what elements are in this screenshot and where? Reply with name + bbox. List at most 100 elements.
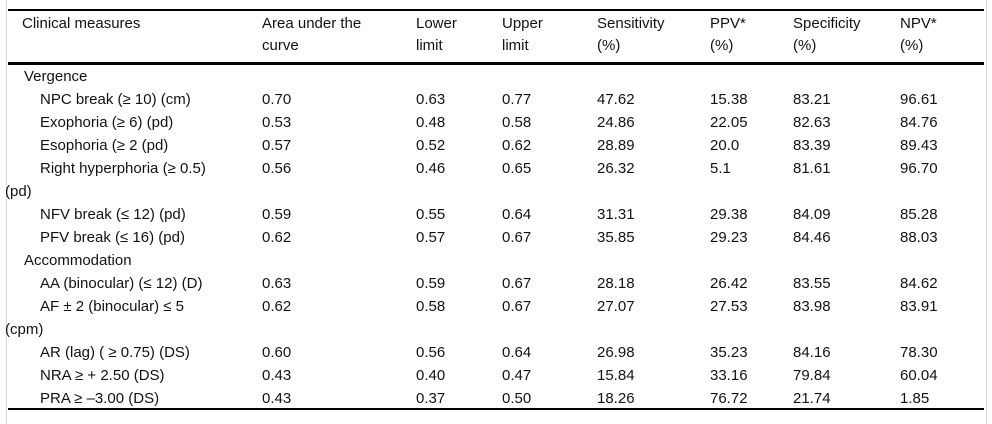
measure-label-cell: AR (lag) ( ≥ 0.75) (DS) bbox=[8, 341, 262, 364]
value-cell: 0.50 bbox=[502, 390, 532, 407]
value-cell: 0.56 bbox=[416, 344, 446, 361]
value-cell: 15.38 bbox=[710, 91, 748, 108]
value-cell: 0.40 bbox=[416, 367, 446, 384]
value-cell: 60.04 bbox=[900, 367, 938, 384]
value-cell: 82.63 bbox=[793, 114, 831, 131]
column-header-line: (%) bbox=[900, 37, 924, 54]
value-cell: 84.62 bbox=[900, 275, 938, 292]
column-header-line: Specificity bbox=[793, 15, 861, 32]
column-header-line: (%) bbox=[793, 37, 817, 54]
value-cell: 85.28 bbox=[900, 206, 938, 223]
table-row: Esophoria (≥ 2 (pd) 0.57 0.52 0.62 28.89… bbox=[8, 134, 984, 157]
column-header-lower-limit: Lower limit bbox=[416, 13, 502, 57]
value-cell: 0.57 bbox=[416, 229, 446, 246]
value-cell: 0.70 bbox=[262, 91, 292, 108]
measure-label-cell: NPC break (≥ 10) (cm) bbox=[8, 88, 262, 111]
measure-label: AR (lag) ( ≥ 0.75) (DS) bbox=[40, 344, 190, 361]
measure-label-cell: NRA ≥ + 2.50 (DS) bbox=[8, 364, 262, 387]
column-header-line: Upper bbox=[502, 15, 543, 32]
value-cell: 0.57 bbox=[262, 137, 292, 154]
value-cell: 0.67 bbox=[502, 275, 532, 292]
measure-label-cell: Esophoria (≥ 2 (pd) bbox=[8, 134, 262, 157]
value-cell: 26.42 bbox=[710, 275, 748, 292]
column-header-area-under-curve: Area under the curve bbox=[262, 13, 416, 57]
value-cell: 79.84 bbox=[793, 367, 831, 384]
value-cell: 83.91 bbox=[900, 298, 938, 315]
column-header-specificity: Specificity (%) bbox=[793, 13, 900, 57]
value-cell: 27.53 bbox=[710, 298, 748, 315]
measure-label-continuation: (cpm) bbox=[5, 321, 44, 338]
value-cell: 84.16 bbox=[793, 344, 831, 361]
value-cell: 84.09 bbox=[793, 206, 831, 223]
value-cell: 0.63 bbox=[416, 91, 446, 108]
value-cell: 26.32 bbox=[597, 160, 635, 177]
section-row-vergence: Vergence bbox=[8, 65, 984, 88]
value-cell: 0.62 bbox=[262, 298, 292, 315]
value-cell: 15.84 bbox=[597, 367, 635, 384]
table-header-rule bbox=[8, 62, 984, 65]
value-cell: 0.37 bbox=[416, 390, 446, 407]
value-cell: 0.43 bbox=[262, 367, 292, 384]
measure-label: Right hyperphoria (≥ 0.5) bbox=[40, 160, 206, 177]
measure-label: AF ± 2 (binocular) ≤ 5 bbox=[40, 298, 185, 315]
measure-label-cell: PRA ≥ –3.00 (DS) bbox=[8, 387, 262, 410]
value-cell: 0.58 bbox=[416, 298, 446, 315]
table-row: AR (lag) ( ≥ 0.75) (DS) 0.60 0.56 0.64 2… bbox=[8, 341, 984, 364]
value-cell: 28.89 bbox=[597, 137, 635, 154]
table-header-row: Clinical measures Area under the curve L… bbox=[8, 13, 984, 57]
table-top-rule bbox=[8, 9, 984, 11]
value-cell: 0.67 bbox=[502, 298, 532, 315]
column-header-ppv: PPV* (%) bbox=[710, 13, 793, 57]
section-label: Accommodation bbox=[24, 252, 132, 269]
measure-label-cell: Right hyperphoria (≥ 0.5) (pd) bbox=[5, 157, 262, 203]
table-row: Right hyperphoria (≥ 0.5) (pd) 0.56 0.46… bbox=[5, 157, 984, 203]
section-row-accommodation: Accommodation bbox=[8, 249, 984, 272]
value-cell: 0.56 bbox=[262, 160, 292, 177]
table-row: PRA ≥ –3.00 (DS) 0.43 0.37 0.50 18.26 76… bbox=[8, 387, 984, 410]
measure-label: NPC break (≥ 10) (cm) bbox=[40, 91, 191, 108]
value-cell: 29.23 bbox=[710, 229, 748, 246]
column-header-line: limit bbox=[502, 37, 529, 54]
value-cell: 89.43 bbox=[900, 137, 938, 154]
table-bottom-rule bbox=[8, 408, 984, 410]
table-frame bbox=[6, 0, 987, 424]
value-cell: 0.65 bbox=[502, 160, 532, 177]
value-cell: 0.55 bbox=[416, 206, 446, 223]
column-header-line: Sensitivity bbox=[597, 15, 665, 32]
section-label: Vergence bbox=[24, 68, 88, 85]
measure-label-continuation: (pd) bbox=[5, 183, 32, 200]
value-cell: 0.43 bbox=[262, 390, 292, 407]
value-cell: 20.0 bbox=[710, 137, 740, 154]
value-cell: 0.53 bbox=[262, 114, 292, 131]
value-cell: 0.62 bbox=[262, 229, 292, 246]
value-cell: 1.85 bbox=[900, 390, 930, 407]
column-header-line: Clinical measures bbox=[22, 15, 141, 32]
table-row: Exophoria (≥ 6) (pd) 0.53 0.48 0.58 24.8… bbox=[8, 111, 984, 134]
measure-label: AA (binocular) (≤ 12) (D) bbox=[40, 275, 203, 292]
value-cell: 0.60 bbox=[262, 344, 292, 361]
measure-label-cell: PFV break (≤ 16) (pd) bbox=[8, 226, 262, 249]
measure-label: NFV break (≤ 12) (pd) bbox=[40, 206, 186, 223]
value-cell: 24.86 bbox=[597, 114, 635, 131]
value-cell: 47.62 bbox=[597, 91, 635, 108]
value-cell: 84.46 bbox=[793, 229, 831, 246]
table-row: NPC break (≥ 10) (cm) 0.70 0.63 0.77 47.… bbox=[8, 88, 984, 111]
value-cell: 0.52 bbox=[416, 137, 446, 154]
table-row: PFV break (≤ 16) (pd) 0.62 0.57 0.67 35.… bbox=[8, 226, 984, 249]
value-cell: 0.64 bbox=[502, 206, 532, 223]
value-cell: 0.48 bbox=[416, 114, 446, 131]
column-header-line: curve bbox=[262, 37, 299, 54]
column-header-line: (%) bbox=[710, 37, 734, 54]
value-cell: 31.31 bbox=[597, 206, 635, 223]
column-header-sensitivity: Sensitivity (%) bbox=[597, 13, 710, 57]
measure-label-cell: AF ± 2 (binocular) ≤ 5 (cpm) bbox=[5, 295, 262, 341]
value-cell: 0.59 bbox=[262, 206, 292, 223]
value-cell: 76.72 bbox=[710, 390, 748, 407]
column-header-npv: NPV* (%) bbox=[900, 13, 984, 57]
value-cell: 0.46 bbox=[416, 160, 446, 177]
table-row: AA (binocular) (≤ 12) (D) 0.63 0.59 0.67… bbox=[8, 272, 984, 295]
value-cell: 28.18 bbox=[597, 275, 635, 292]
value-cell: 84.76 bbox=[900, 114, 938, 131]
value-cell: 33.16 bbox=[710, 367, 748, 384]
value-cell: 83.21 bbox=[793, 91, 831, 108]
